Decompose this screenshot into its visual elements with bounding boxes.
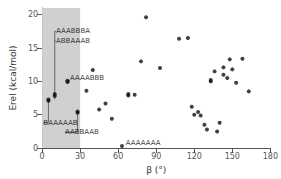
svg-text:ABBAAAB: ABBAAAB [56,37,90,45]
svg-text:AAAAAAA: AAAAAAA [126,139,161,147]
svg-text:10: 10 [28,77,38,86]
svg-text:90: 90 [151,152,161,161]
svg-text:0: 0 [40,152,45,161]
svg-text:20: 20 [28,10,38,19]
svg-text:Erel (kcal/mol): Erel (kcal/mol) [8,46,18,111]
svg-text:120: 120 [187,152,202,161]
svg-text:60: 60 [113,152,123,161]
svg-text:AAAABBB: AAAABBB [70,74,104,82]
svg-text:AABBAAB: AABBAAB [65,128,99,136]
svg-text:0: 0 [33,144,38,153]
svg-text:30: 30 [75,152,85,161]
svg-text:BAAAAAB: BAAAAAB [43,119,78,127]
svg-text:β (°): β (°) [146,165,166,175]
svg-text:180: 180 [263,152,278,161]
svg-text:150: 150 [225,152,240,161]
svg-text:5: 5 [33,110,38,119]
svg-text:15: 15 [28,44,38,53]
svg-text:AAABBBA: AAABBBA [56,27,90,35]
